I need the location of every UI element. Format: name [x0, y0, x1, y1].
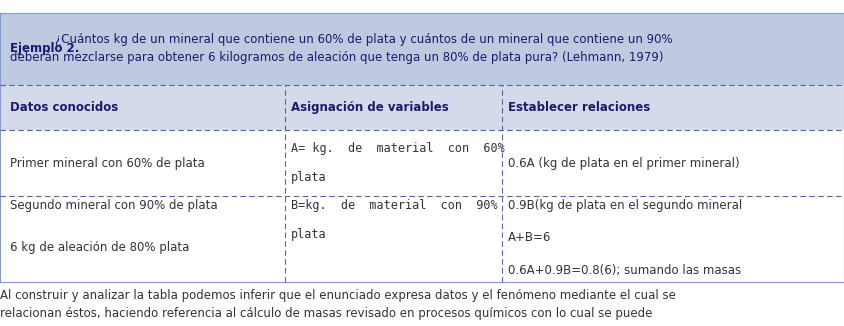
Text: Asignación de variables: Asignación de variables — [291, 101, 449, 114]
Bar — [0, 85, 844, 130]
Text: 0.9B(kg de plata en el segundo mineral: 0.9B(kg de plata en el segundo mineral — [508, 199, 743, 212]
Text: Primer mineral con 60% de plata: Primer mineral con 60% de plata — [10, 156, 205, 170]
Bar — [0, 130, 844, 282]
Text: plata: plata — [291, 171, 327, 184]
Text: A= kg.  de  material  con  60%: A= kg. de material con 60% — [291, 142, 505, 155]
Text: Datos conocidos: Datos conocidos — [10, 101, 118, 114]
Text: Ejemplo 2.: Ejemplo 2. — [10, 42, 79, 55]
Text: 0.6A+0.9B=0.8(6); sumando las masas: 0.6A+0.9B=0.8(6); sumando las masas — [508, 264, 741, 277]
Text: Segundo mineral con 90% de plata: Segundo mineral con 90% de plata — [10, 199, 218, 212]
Text: B=kg.  de  material  con  90%: B=kg. de material con 90% — [291, 199, 498, 212]
Text: 0.6A (kg de plata en el primer mineral): 0.6A (kg de plata en el primer mineral) — [508, 156, 739, 170]
Text: Establecer relaciones: Establecer relaciones — [508, 101, 651, 114]
Text: A+B=6: A+B=6 — [508, 231, 551, 244]
Bar — [0, 13, 844, 85]
Text: 6 kg de aleación de 80% plata: 6 kg de aleación de 80% plata — [10, 241, 190, 254]
Text: plata: plata — [291, 228, 327, 241]
Text: ¿Cuántos kg de un mineral que contiene un 60% de plata y cuántos de un mineral q: ¿Cuántos kg de un mineral que contiene u… — [10, 33, 673, 65]
Text: Al construir y analizar la tabla podemos inferir que el enunciado expresa datos : Al construir y analizar la tabla podemos… — [0, 289, 676, 326]
